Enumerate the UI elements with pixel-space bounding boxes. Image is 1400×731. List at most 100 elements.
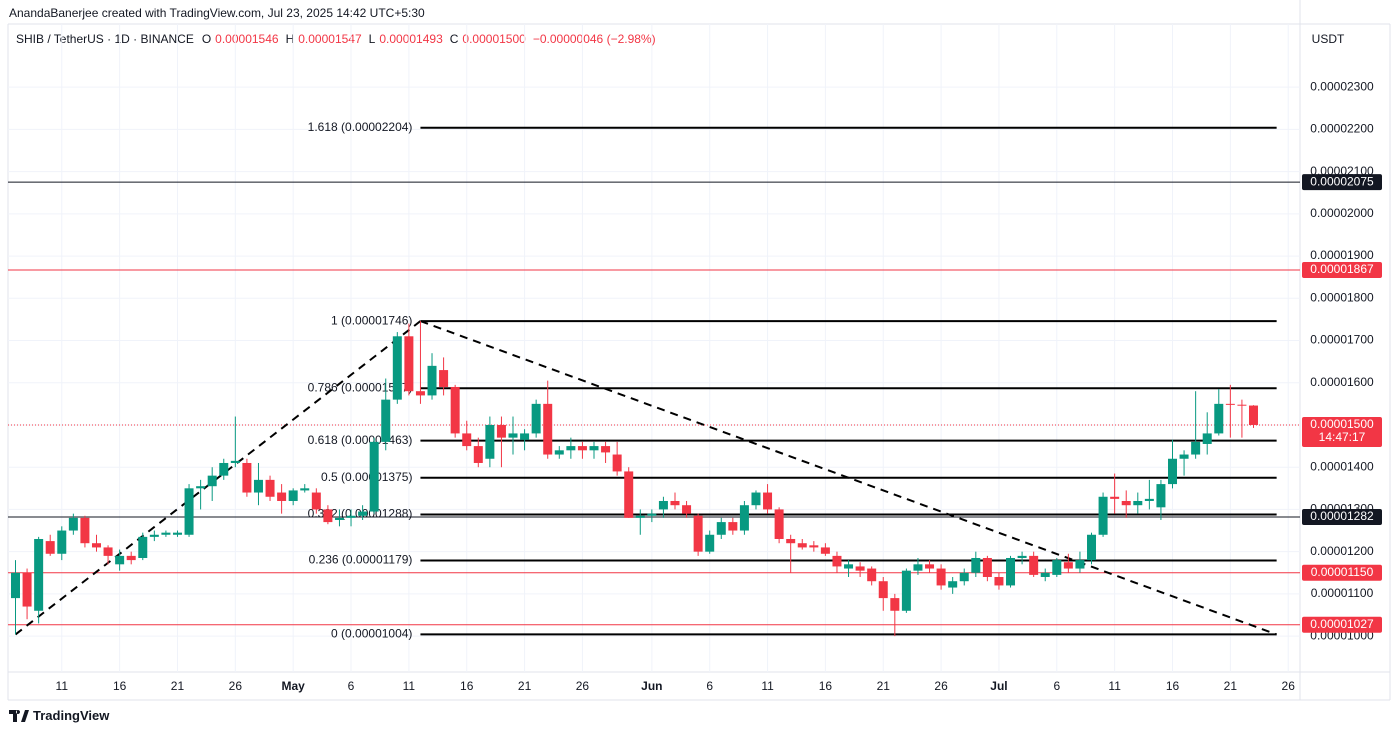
candle-body <box>265 479 275 497</box>
candle-body <box>126 555 136 561</box>
candle-body <box>1156 484 1166 508</box>
candle-body <box>1040 572 1050 577</box>
x-tick-label: 21 <box>518 679 532 693</box>
candle-body <box>589 446 599 451</box>
candle-body <box>670 500 680 506</box>
candle-body <box>68 517 78 531</box>
attribution: AnandaBanerjee created with TradingView.… <box>9 6 425 20</box>
brand-logo <box>9 709 29 722</box>
candle-body <box>844 564 854 569</box>
candle-body <box>80 517 90 544</box>
candle-body <box>91 543 101 548</box>
candle-body <box>751 492 761 506</box>
candle-body <box>1029 555 1039 575</box>
fib-label: 0.236 (0.00001179) <box>309 553 413 567</box>
candle-body <box>948 581 958 588</box>
candle-body <box>415 391 425 396</box>
y-tick-label: 0.00001900 <box>1310 248 1374 262</box>
price-tag-bg <box>1302 509 1382 526</box>
price-tag: 0.00001282 <box>1310 509 1374 523</box>
candle-body <box>404 336 414 392</box>
ohlc-key: L <box>368 32 376 46</box>
candle-body <box>334 517 344 520</box>
price-tag-bg <box>1302 262 1382 279</box>
candle-body <box>1087 534 1097 561</box>
x-tick-label: 26 <box>1282 679 1296 693</box>
countdown: 14:47:17 <box>1319 430 1366 444</box>
y-tick-label: 0.00002000 <box>1310 206 1374 220</box>
x-tick-label: 6 <box>1053 679 1060 693</box>
brand-name: TradingView <box>33 708 110 723</box>
candle-body <box>1225 403 1235 405</box>
candle-body <box>427 365 437 396</box>
candle-body <box>1202 433 1212 444</box>
y-tick-label: 0.00001400 <box>1310 459 1374 473</box>
candle-body <box>358 511 368 516</box>
y-tick-label: 0.00001100 <box>1311 586 1374 600</box>
candle-body <box>786 538 796 544</box>
candle-body <box>34 538 44 611</box>
candle-body <box>1121 500 1131 506</box>
fib-label: 0 (0.00001004) <box>331 627 412 641</box>
candle-body <box>1075 560 1085 569</box>
price-tag: 0.00001867 <box>1310 262 1374 276</box>
candle-body <box>138 536 148 558</box>
candle-body <box>57 530 67 554</box>
candle-body <box>1168 458 1177 485</box>
candle-body <box>647 513 657 516</box>
last-price-tag: 0.00001500 <box>1310 417 1374 431</box>
candle-body <box>161 532 171 535</box>
candle-body <box>635 515 645 518</box>
candle-body <box>103 547 113 556</box>
x-tick-label: 6 <box>706 679 713 693</box>
price-tag: 0.00001150 <box>1311 565 1374 579</box>
x-tick-label: 16 <box>1166 679 1180 693</box>
candle-body <box>242 462 252 493</box>
change: −0.00000046 (−2.98%) <box>532 32 656 46</box>
candle-body <box>473 446 483 463</box>
trend-line <box>14 320 422 636</box>
candle-body <box>1098 496 1108 535</box>
candle-body <box>890 598 900 611</box>
candle-body <box>392 336 402 400</box>
candle-body <box>820 547 830 554</box>
candle-body <box>693 515 703 552</box>
candle-body <box>230 460 240 463</box>
candle-body <box>277 492 287 501</box>
price-tag: 0.00002075 <box>1310 174 1374 188</box>
candle-body <box>601 446 611 453</box>
candle-body <box>774 509 784 539</box>
candle-body <box>577 446 587 451</box>
candle-body <box>520 433 530 440</box>
x-tick-label: 26 <box>934 679 948 693</box>
candle-body <box>439 370 449 387</box>
candle-body <box>682 505 692 514</box>
candle-body <box>508 433 518 438</box>
candle-body <box>832 555 842 567</box>
candle-body <box>1017 555 1027 558</box>
candle-body <box>184 488 194 535</box>
candle-body <box>11 572 20 599</box>
candle-body <box>994 576 1004 586</box>
legend: SHIB / TetherUS · 1D · BINANCE O 0.000015… <box>16 32 659 46</box>
ohlc-key: O <box>201 32 212 46</box>
x-tick-label: May <box>282 679 306 693</box>
candle-body <box>959 572 969 582</box>
candle-body <box>1191 441 1201 455</box>
ohlc-value: 0.00001546 <box>215 32 279 46</box>
fib-label: 1 (0.00001746) <box>331 313 412 327</box>
y-tick-label: 0.00001600 <box>1310 375 1374 389</box>
candle-body <box>1144 498 1154 501</box>
candle-body <box>913 564 923 571</box>
candle-body <box>809 545 819 548</box>
x-tick-label: 11 <box>1108 679 1121 693</box>
candle-body <box>172 532 182 535</box>
candle-body <box>462 433 472 447</box>
candle-body <box>1214 403 1224 434</box>
x-tick-label: 21 <box>171 679 185 693</box>
y-tick-label: 0.00001800 <box>1310 290 1374 304</box>
candle-body <box>219 462 229 476</box>
x-tick-label: 11 <box>761 679 774 693</box>
candle-body <box>878 581 888 599</box>
